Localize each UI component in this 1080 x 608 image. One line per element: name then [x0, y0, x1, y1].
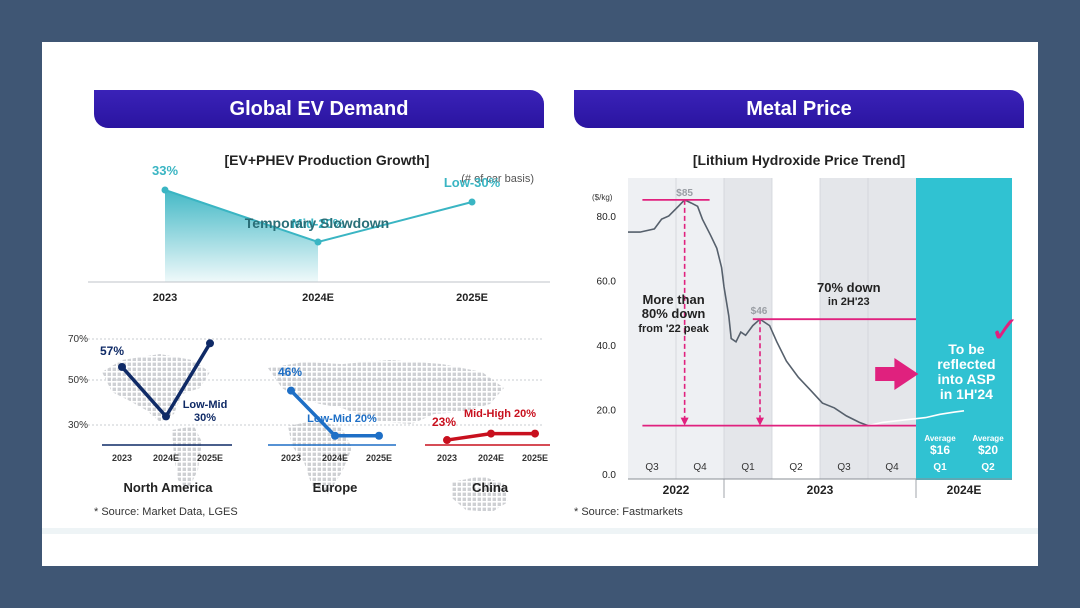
north-america-point	[206, 339, 214, 348]
bottom-band	[42, 528, 1038, 534]
lithium-price-line	[628, 198, 869, 427]
quarter-label: Q2	[981, 462, 995, 473]
europe-point	[331, 431, 339, 440]
north-america-label-2023: 57%	[100, 344, 124, 358]
region-gridlines	[88, 338, 544, 426]
average-value: $16	[930, 443, 950, 457]
global-ev-demand-banner: Global EV Demand	[94, 90, 544, 128]
drop-note-line: More than	[643, 292, 705, 307]
north-america-label-2024: Low-Mid	[183, 399, 228, 411]
china-point	[443, 436, 451, 445]
growth-chart: 33% 2023 Mid-20% 2024E Low-30% 2025E Temporary…	[88, 163, 550, 304]
quarter-label: Q1	[741, 462, 755, 473]
north-america-x-tick: 2024E	[153, 453, 179, 463]
asp-note-line: reflected	[937, 356, 995, 372]
growth-point	[161, 186, 169, 194]
h2-note-line: 70% down	[817, 280, 881, 295]
europe-point	[287, 386, 295, 395]
year-label: 2023	[807, 483, 834, 497]
china-region-title: China	[472, 480, 509, 495]
right-source-note: * Source: Fastmarkets	[574, 506, 683, 518]
lithium-chart-title: [Lithium Hydroxide Price Trend]	[693, 152, 905, 168]
asp-note-line: in 1H'24	[940, 386, 993, 402]
projection-line	[867, 410, 965, 427]
peak-drop-arrowhead	[680, 417, 689, 426]
growth-point	[468, 198, 476, 206]
china-label-2023: 23%	[432, 415, 456, 429]
lithium-y-tick: 80.0	[597, 212, 617, 223]
north-america-x-tick: 2025E	[197, 453, 223, 463]
lithium-ylabel: ($/kg)	[592, 193, 613, 202]
north-america-point	[118, 362, 126, 371]
quarter-label: Q4	[693, 462, 707, 473]
average-value: $20	[978, 443, 998, 457]
europe-label-2023: 46%	[278, 365, 302, 379]
region-ytick-50: 50%	[68, 375, 88, 386]
lithium-y-tick: 40.0	[597, 341, 617, 352]
year-label: 2024E	[947, 483, 982, 497]
growth-chart-title: [EV+PHEV Production Growth]	[225, 152, 430, 168]
europe-x-tick: 2023	[281, 453, 301, 463]
region-ytick-30: 30%	[68, 420, 88, 431]
china-x-tick: 2025E	[522, 453, 548, 463]
slide: Global EV Demand Metal Price [EV+PHEV Pr…	[42, 42, 1038, 566]
asp-arrow	[875, 358, 919, 390]
charts-canvas: [EV+PHEV Production Growth] (# of car ba…	[68, 152, 1020, 512]
china-x-tick: 2023	[437, 453, 457, 463]
drop-note-line: from '22 peak	[638, 323, 709, 335]
mid-drop-arrowhead	[756, 417, 764, 426]
highlight-2024e	[916, 178, 1012, 480]
europe-label-2024: Low-Mid 20%	[307, 413, 377, 425]
north-america-x-tick: 2023	[112, 453, 132, 463]
north-america-point	[162, 412, 170, 421]
quarter-label: Q4	[885, 462, 899, 473]
china-x-tick: 2024E	[478, 453, 504, 463]
peak-price-label: $85	[676, 188, 693, 199]
average-caption: Average	[924, 434, 956, 443]
growth-chart-subtitle: (# of car basis)	[461, 173, 534, 185]
quarter-label: Q3	[837, 462, 851, 473]
china-point	[487, 429, 495, 438]
year-label: 2022	[663, 483, 690, 497]
drop-note-line: 80% down	[642, 306, 706, 321]
average-caption: Average	[972, 434, 1004, 443]
growth-data-label: Mid-20%	[292, 216, 345, 231]
mid-price-label: $46	[751, 306, 768, 317]
growth-annotation: Temporary Slowdown	[245, 215, 389, 231]
shade-2023-q1	[724, 178, 772, 479]
checkmark-icon: ✓	[990, 309, 1020, 350]
region-ytick-70: 70%	[68, 334, 88, 345]
quarter-label: Q1	[933, 462, 947, 473]
metal-price-banner: Metal Price	[574, 90, 1024, 128]
h2-note-line: in 2H'23	[828, 296, 870, 308]
europe-region-title: Europe	[313, 480, 358, 495]
growth-point	[314, 238, 322, 246]
europe-point	[375, 431, 383, 440]
growth-data-label: 33%	[152, 163, 178, 178]
europe-x-tick: 2024E	[322, 453, 348, 463]
quarter-label: Q3	[645, 462, 659, 473]
growth-x-tick: 2025E	[456, 292, 488, 304]
china-label-2024: Mid-High 20%	[464, 408, 536, 420]
growth-data-label: Low-30%	[444, 175, 501, 190]
china-point	[531, 429, 539, 438]
lithium-y-tick: 60.0	[597, 277, 617, 288]
growth-x-tick: 2024E	[302, 292, 334, 304]
left-source-note: * Source: Market Data, LGES	[94, 506, 238, 518]
growth-x-tick: 2023	[153, 292, 177, 304]
growth-area-fill	[165, 190, 318, 282]
world-map-background	[102, 354, 508, 512]
north-america-label-2024: 30%	[194, 412, 216, 424]
asp-note-line: To be	[948, 341, 985, 357]
lithium-y-tick: 0.0	[602, 470, 616, 481]
quarter-label: Q2	[789, 462, 803, 473]
lithium-chart: 0.0 20.0 40.0 60.0 80.0 Q3 Q4 Q1 Q2 Q3 Q4 Q1 Q2 2022 2…	[597, 178, 1020, 498]
asp-note-line: into ASP	[937, 371, 995, 387]
europe-x-tick: 2025E	[366, 453, 392, 463]
lithium-y-tick: 20.0	[597, 406, 617, 417]
north-america-region-title: North America	[123, 480, 213, 495]
